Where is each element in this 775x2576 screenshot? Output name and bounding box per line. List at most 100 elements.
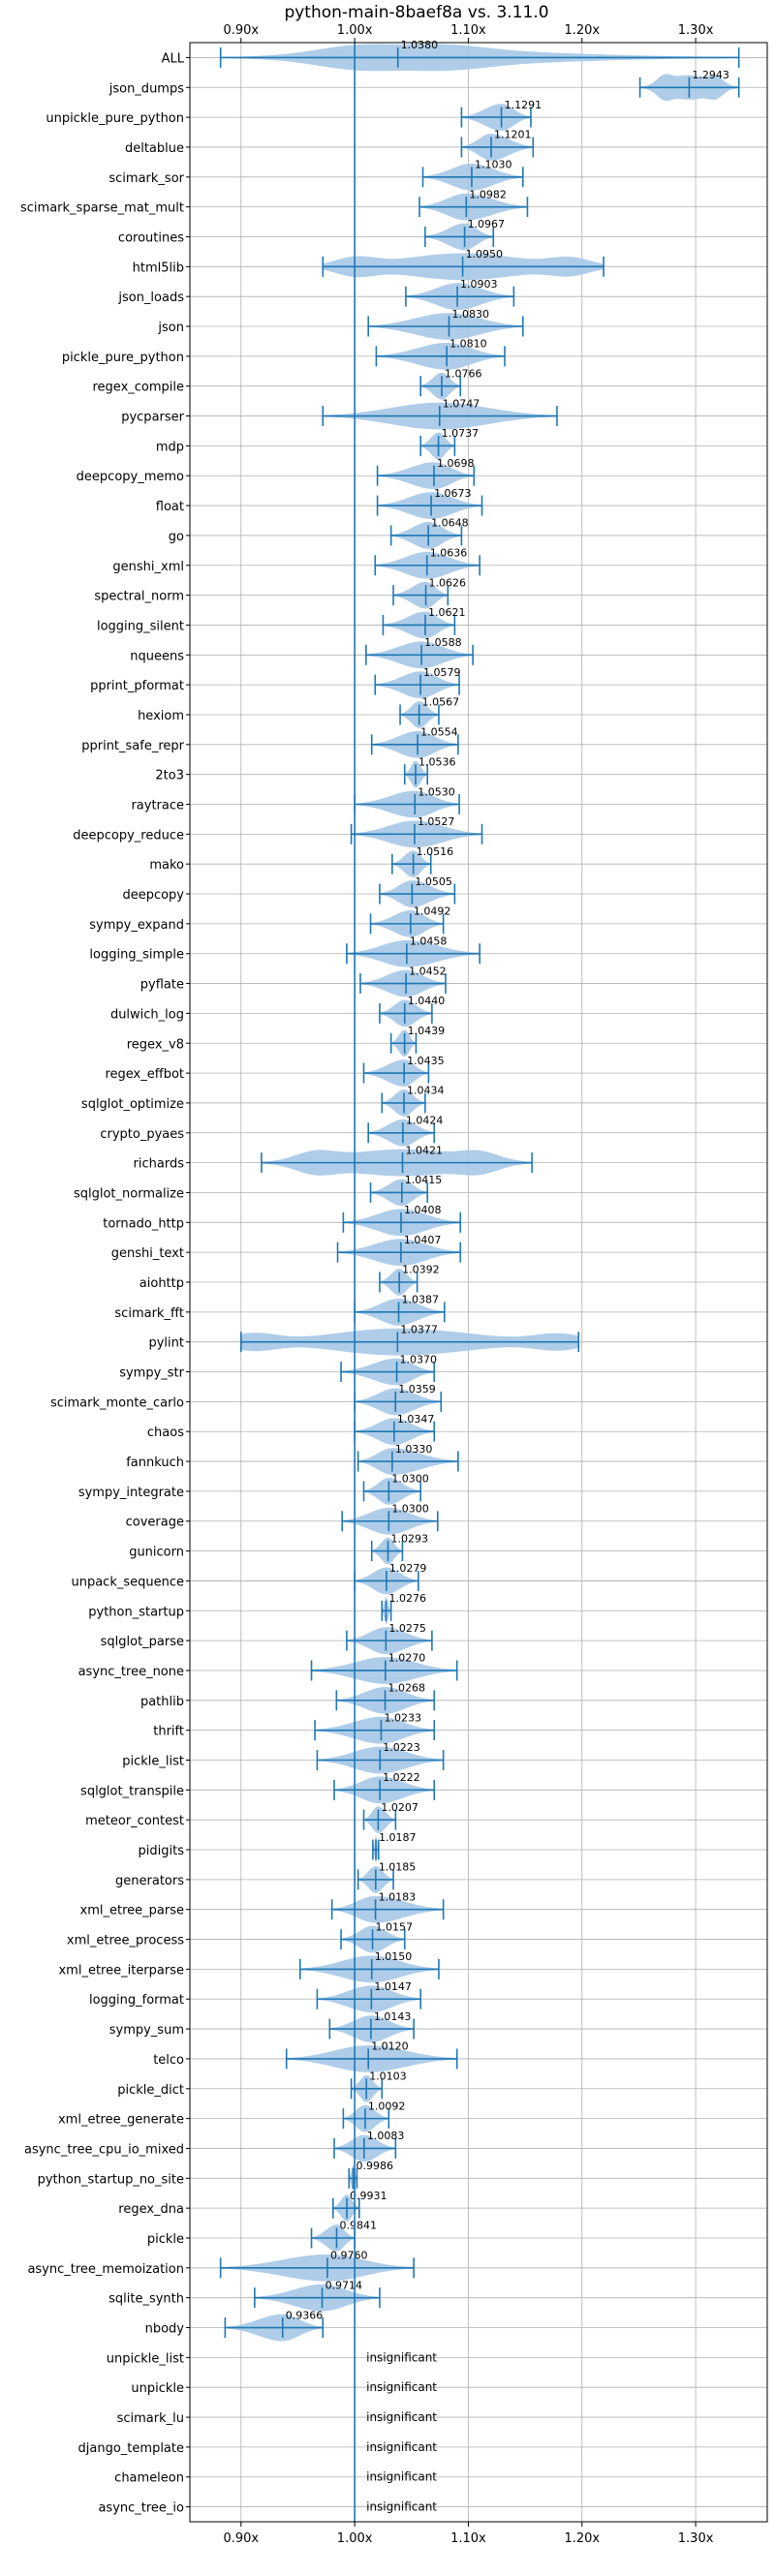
mean-value-label: 1.0579: [423, 666, 461, 679]
benchmark-row: tornado_http 1.0408: [103, 1204, 462, 1237]
benchmark-row: nqueens 1.0588: [130, 636, 474, 669]
mean-value-label: 1.0120: [371, 2040, 409, 2053]
mean-value-label: 1.0183: [379, 1890, 417, 1903]
mean-value-label: 1.0903: [460, 278, 498, 291]
bottom-tick-label: 1.20x: [564, 2531, 600, 2546]
axes: 0.90x 0.90x 1.00x 1.00x 1.10x 1.10x 1.20x 1.20x…: [186, 23, 768, 2546]
chart-title: python-main-8baef8a vs. 3.11.0: [284, 3, 548, 22]
mean-value-label: 1.0370: [400, 1353, 438, 1365]
benchmark-name: sqlite_synth: [108, 2292, 184, 2307]
benchmark-name: genshi_xml: [112, 560, 184, 574]
benchmark-row: json_dumps 1.2943: [108, 69, 740, 102]
benchmark-row: chameleon insignificant: [114, 2470, 437, 2486]
benchmark-name: sympy_expand: [89, 918, 184, 933]
mean-value-label: 1.1030: [475, 159, 512, 171]
mean-value-label: 1.0143: [374, 2010, 412, 2023]
benchmark-row: ALL 1.0380: [162, 39, 740, 72]
mean-value-label: 1.0222: [383, 1771, 420, 1784]
benchmark-name: sympy_integrate: [78, 1486, 184, 1500]
benchmark-name: python_startup_no_site: [38, 2172, 184, 2187]
benchmark-row: mdp 1.0737: [156, 427, 480, 460]
benchmark-name: pylint: [148, 1336, 184, 1351]
benchmark-row: dulwich_log 1.0440: [110, 995, 445, 1027]
mean-value-label: 1.0621: [428, 606, 466, 619]
benchmark-name: tornado_http: [103, 1216, 184, 1231]
benchmark-name: deltablue: [125, 141, 184, 156]
mean-value-label: 1.0207: [381, 1801, 418, 1814]
benchmark-name: logging_silent: [97, 619, 184, 633]
benchmark-row: regex_effbot 1.0435: [105, 1055, 445, 1087]
benchmark-row: async_tree_cpu_io_mixed 1.0083: [24, 2130, 404, 2162]
benchmark-row: pprint_pformat 1.0579: [90, 666, 461, 699]
benchmark-row: sqlglot_parse 1.0275: [101, 1622, 433, 1654]
benchmark-name: html5lib: [133, 261, 184, 275]
mean-value-label: 1.0766: [445, 367, 482, 380]
mean-value-label: 1.0530: [418, 785, 455, 798]
benchmark-row: aiohttp 1.0392: [140, 1264, 440, 1296]
benchmark-row: 2to3 1.0536: [155, 755, 456, 788]
mean-value-label: 1.2943: [692, 69, 729, 81]
benchmark-row: gunicorn 1.0293: [129, 1532, 428, 1565]
mean-value-label: 1.0698: [437, 457, 475, 470]
mean-value-label: 1.0279: [389, 1562, 427, 1575]
benchmark-name: chaos: [147, 1426, 184, 1440]
benchmark-row: mako 1.0516: [149, 845, 453, 878]
benchmark-name: django_template: [78, 2441, 184, 2456]
mean-value-label: 1.0150: [375, 1950, 413, 1963]
benchmark-name: pyflate: [140, 978, 184, 993]
benchmark-row: django_template insignificant: [78, 2440, 438, 2456]
benchmark-name: hexiom: [138, 709, 184, 723]
benchmark-row: pickle 0.9841: [147, 2220, 377, 2252]
benchmark-name: coverage: [126, 1516, 184, 1530]
mean-value-label: 1.0083: [367, 2130, 405, 2142]
benchmark-name: pidigits: [139, 1844, 185, 1858]
benchmark-row: scimark_sparse_mat_mult 1.0982: [20, 188, 529, 221]
benchmark-name: generators: [115, 1874, 184, 1888]
benchmark-name: regex_v8: [127, 1037, 184, 1052]
mean-value-label: 1.0424: [406, 1115, 444, 1127]
benchmark-name: pickle_list: [122, 1754, 184, 1768]
benchmark-name: sqlglot_transpile: [80, 1784, 184, 1798]
benchmark-row: unpickle_list insignificant: [107, 2350, 438, 2366]
benchmark-row: scimark_lu insignificant: [117, 2410, 438, 2426]
mean-value-label: 1.0347: [397, 1413, 435, 1426]
mean-value-label: 1.0440: [408, 995, 446, 1007]
benchmark-row: sympy_expand 1.0492: [89, 905, 450, 937]
benchmark-row: pycparser 1.0747: [121, 397, 558, 430]
insignificant-label: insignificant: [366, 2470, 437, 2484]
benchmark-row: richards 1.0421: [134, 1144, 533, 1177]
benchmark-row: sympy_integrate 1.0300: [78, 1473, 429, 1505]
benchmark-name: pprint_pformat: [90, 679, 184, 693]
mean-value-label: 1.0293: [390, 1532, 428, 1545]
benchmark-row: html5lib 1.0950: [133, 248, 604, 281]
insignificant-label: insignificant: [366, 2500, 437, 2514]
benchmark-row: fannkuch 1.0330: [126, 1443, 459, 1475]
mean-value-label: 1.0359: [398, 1383, 436, 1395]
benchmark-name: deepcopy_memo: [77, 470, 184, 484]
benchmark-rows: ALL 1.0380 json_dumps 1.2943 unpickle_pure_p…: [20, 39, 740, 2516]
benchmark-name: async_tree_none: [78, 1665, 184, 1679]
benchmark-name: float: [156, 500, 184, 514]
benchmark-row: genshi_text 1.0407: [111, 1234, 462, 1267]
benchmark-row: deepcopy 1.0505: [122, 875, 456, 907]
mean-value-label: 1.0505: [415, 875, 452, 888]
benchmark-name: telco: [153, 2053, 184, 2068]
benchmark-row: json 1.0830: [157, 308, 524, 340]
mean-value-label: 0.9841: [339, 2220, 377, 2232]
benchmark-name: scimark_sparse_mat_mult: [20, 201, 184, 216]
benchmark-name: crypto_pyaes: [100, 1127, 184, 1142]
benchmark-row: meteor_contest 1.0207: [85, 1801, 418, 1834]
mean-value-label: 1.0747: [443, 397, 480, 410]
benchmark-row: hexiom 1.0567: [138, 696, 459, 728]
benchmark-row: logging_format 1.0147: [89, 1980, 421, 2013]
benchmark-row: thrift 1.0233: [153, 1711, 436, 1744]
mean-value-label: 1.0737: [442, 427, 480, 440]
benchmark-row: pickle_list 1.0223: [122, 1741, 445, 1774]
mean-value-label: 1.1201: [494, 129, 532, 141]
benchmark-name: json_dumps: [108, 81, 184, 96]
benchmark-row: regex_compile 1.0766: [92, 367, 482, 400]
benchmark-row: deepcopy_memo 1.0698: [77, 457, 476, 490]
benchmark-name: pickle_dict: [117, 2083, 184, 2098]
benchmark-name: dulwich_log: [110, 1007, 184, 1022]
benchmark-row: spectral_norm 1.0626: [94, 576, 466, 609]
